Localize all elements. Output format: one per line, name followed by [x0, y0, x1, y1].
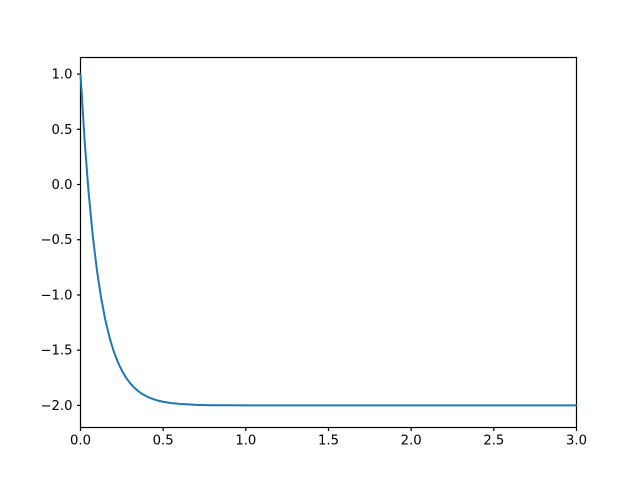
axis-tick-marks	[77, 73, 578, 431]
x-tick-label: 0.5	[153, 433, 174, 448]
y-tick-label: −0.5	[40, 233, 72, 248]
x-tick-label: 1.5	[318, 433, 339, 448]
data-series-group	[79, 73, 578, 407]
y-tick-label: −1.5	[40, 344, 72, 359]
y-tick-label: 0.5	[52, 123, 73, 138]
x-tick-label: 3.0	[566, 433, 587, 448]
y-tick-label: −1.0	[40, 288, 72, 303]
x-tick-label: 0.0	[70, 433, 91, 448]
y-tick-label: 1.0	[52, 68, 73, 83]
x-tick-label: 2.0	[401, 433, 422, 448]
y-axis-tick-labels: 1.0 0.5 0.0 −0.5 −1.0 −1.5 −2.0	[40, 68, 72, 414]
x-axis-tick-labels: 0.0 0.5 1.0 1.5 2.0 2.5 3.0	[70, 433, 587, 448]
data-series-line	[79, 73, 578, 407]
x-tick-label: 1.0	[235, 433, 256, 448]
x-tick-label: 2.5	[483, 433, 504, 448]
y-tick-label: 0.0	[52, 178, 73, 193]
axes-frame	[79, 56, 578, 429]
y-tick-label: −2.0	[40, 399, 72, 414]
